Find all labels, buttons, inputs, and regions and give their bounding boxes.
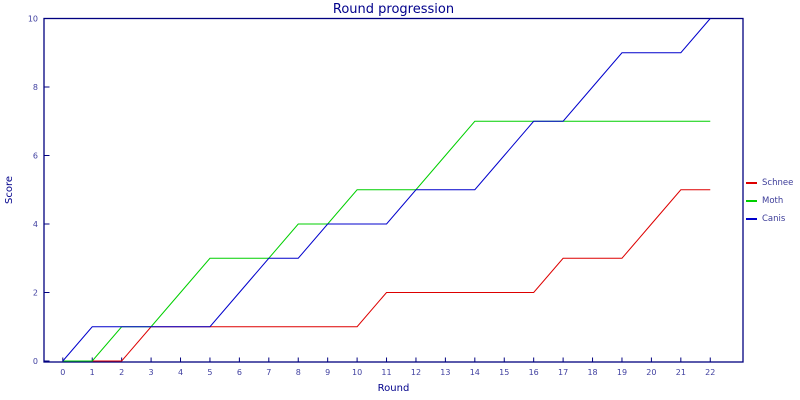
x-tick-label: 0: [60, 368, 65, 377]
x-tick-label: 22: [705, 368, 715, 377]
legend-swatch-moth: [746, 200, 757, 202]
y-tick-label: 4: [33, 220, 38, 229]
x-tick-label: 11: [381, 368, 391, 377]
x-tick-label: 21: [676, 368, 686, 377]
x-tick-label: 8: [296, 368, 301, 377]
y-tick-label: 8: [33, 83, 38, 92]
series-line-canis: [62, 18, 711, 362]
legend-item: Moth: [746, 192, 793, 210]
x-tick-label: 19: [617, 368, 627, 377]
x-tick-label: 2: [119, 368, 124, 377]
x-tick-label: 16: [529, 368, 539, 377]
x-tick-label: 15: [499, 368, 509, 377]
x-tick-label: 1: [90, 368, 95, 377]
legend-label-moth: Moth: [762, 196, 784, 206]
x-tick-label: 6: [237, 368, 242, 377]
legend: Schnee Moth Canis: [746, 174, 793, 228]
x-tick-label: 5: [207, 368, 212, 377]
x-tick-label: 9: [325, 368, 330, 377]
x-tick-label: 3: [149, 368, 154, 377]
legend-swatch-canis: [746, 218, 757, 220]
x-tick-label: 14: [470, 368, 480, 377]
legend-item: Canis: [746, 210, 793, 228]
x-tick-label: 10: [352, 368, 362, 377]
x-tick-label: 12: [411, 368, 421, 377]
x-axis-label: Round: [377, 383, 410, 394]
x-tick-label: 20: [646, 368, 656, 377]
chart-title: Round progression: [332, 2, 455, 17]
y-tick-label: 0: [33, 357, 38, 366]
y-axis-label: Score: [4, 176, 15, 205]
x-tick-label: 13: [440, 368, 450, 377]
legend-item: Schnee: [746, 174, 793, 192]
y-tick-label: 10: [28, 15, 38, 24]
legend-label-canis: Canis: [762, 214, 786, 224]
x-tick-label: 18: [587, 368, 597, 377]
series-line-schnee: [62, 189, 711, 362]
x-tick-label: 17: [558, 368, 568, 377]
plot-border: [43, 17, 744, 363]
x-tick-label: 7: [266, 368, 271, 377]
series-line-moth: [62, 120, 711, 362]
y-tick-label: 2: [33, 289, 38, 298]
legend-swatch-schnee: [746, 182, 757, 184]
y-tick-label: 6: [33, 152, 38, 161]
legend-label-schnee: Schnee: [762, 178, 794, 188]
x-tick-label: 4: [178, 368, 183, 377]
